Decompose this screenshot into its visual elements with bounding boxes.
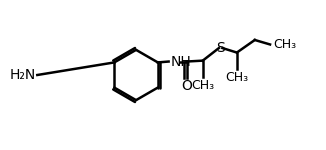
Text: CH₃: CH₃ xyxy=(273,38,296,51)
Text: S: S xyxy=(216,41,225,55)
Text: CH₃: CH₃ xyxy=(191,79,214,92)
Text: H₂N: H₂N xyxy=(9,68,36,82)
Text: CH₃: CH₃ xyxy=(225,70,248,84)
Text: O: O xyxy=(181,80,192,93)
Text: NH: NH xyxy=(170,55,191,69)
